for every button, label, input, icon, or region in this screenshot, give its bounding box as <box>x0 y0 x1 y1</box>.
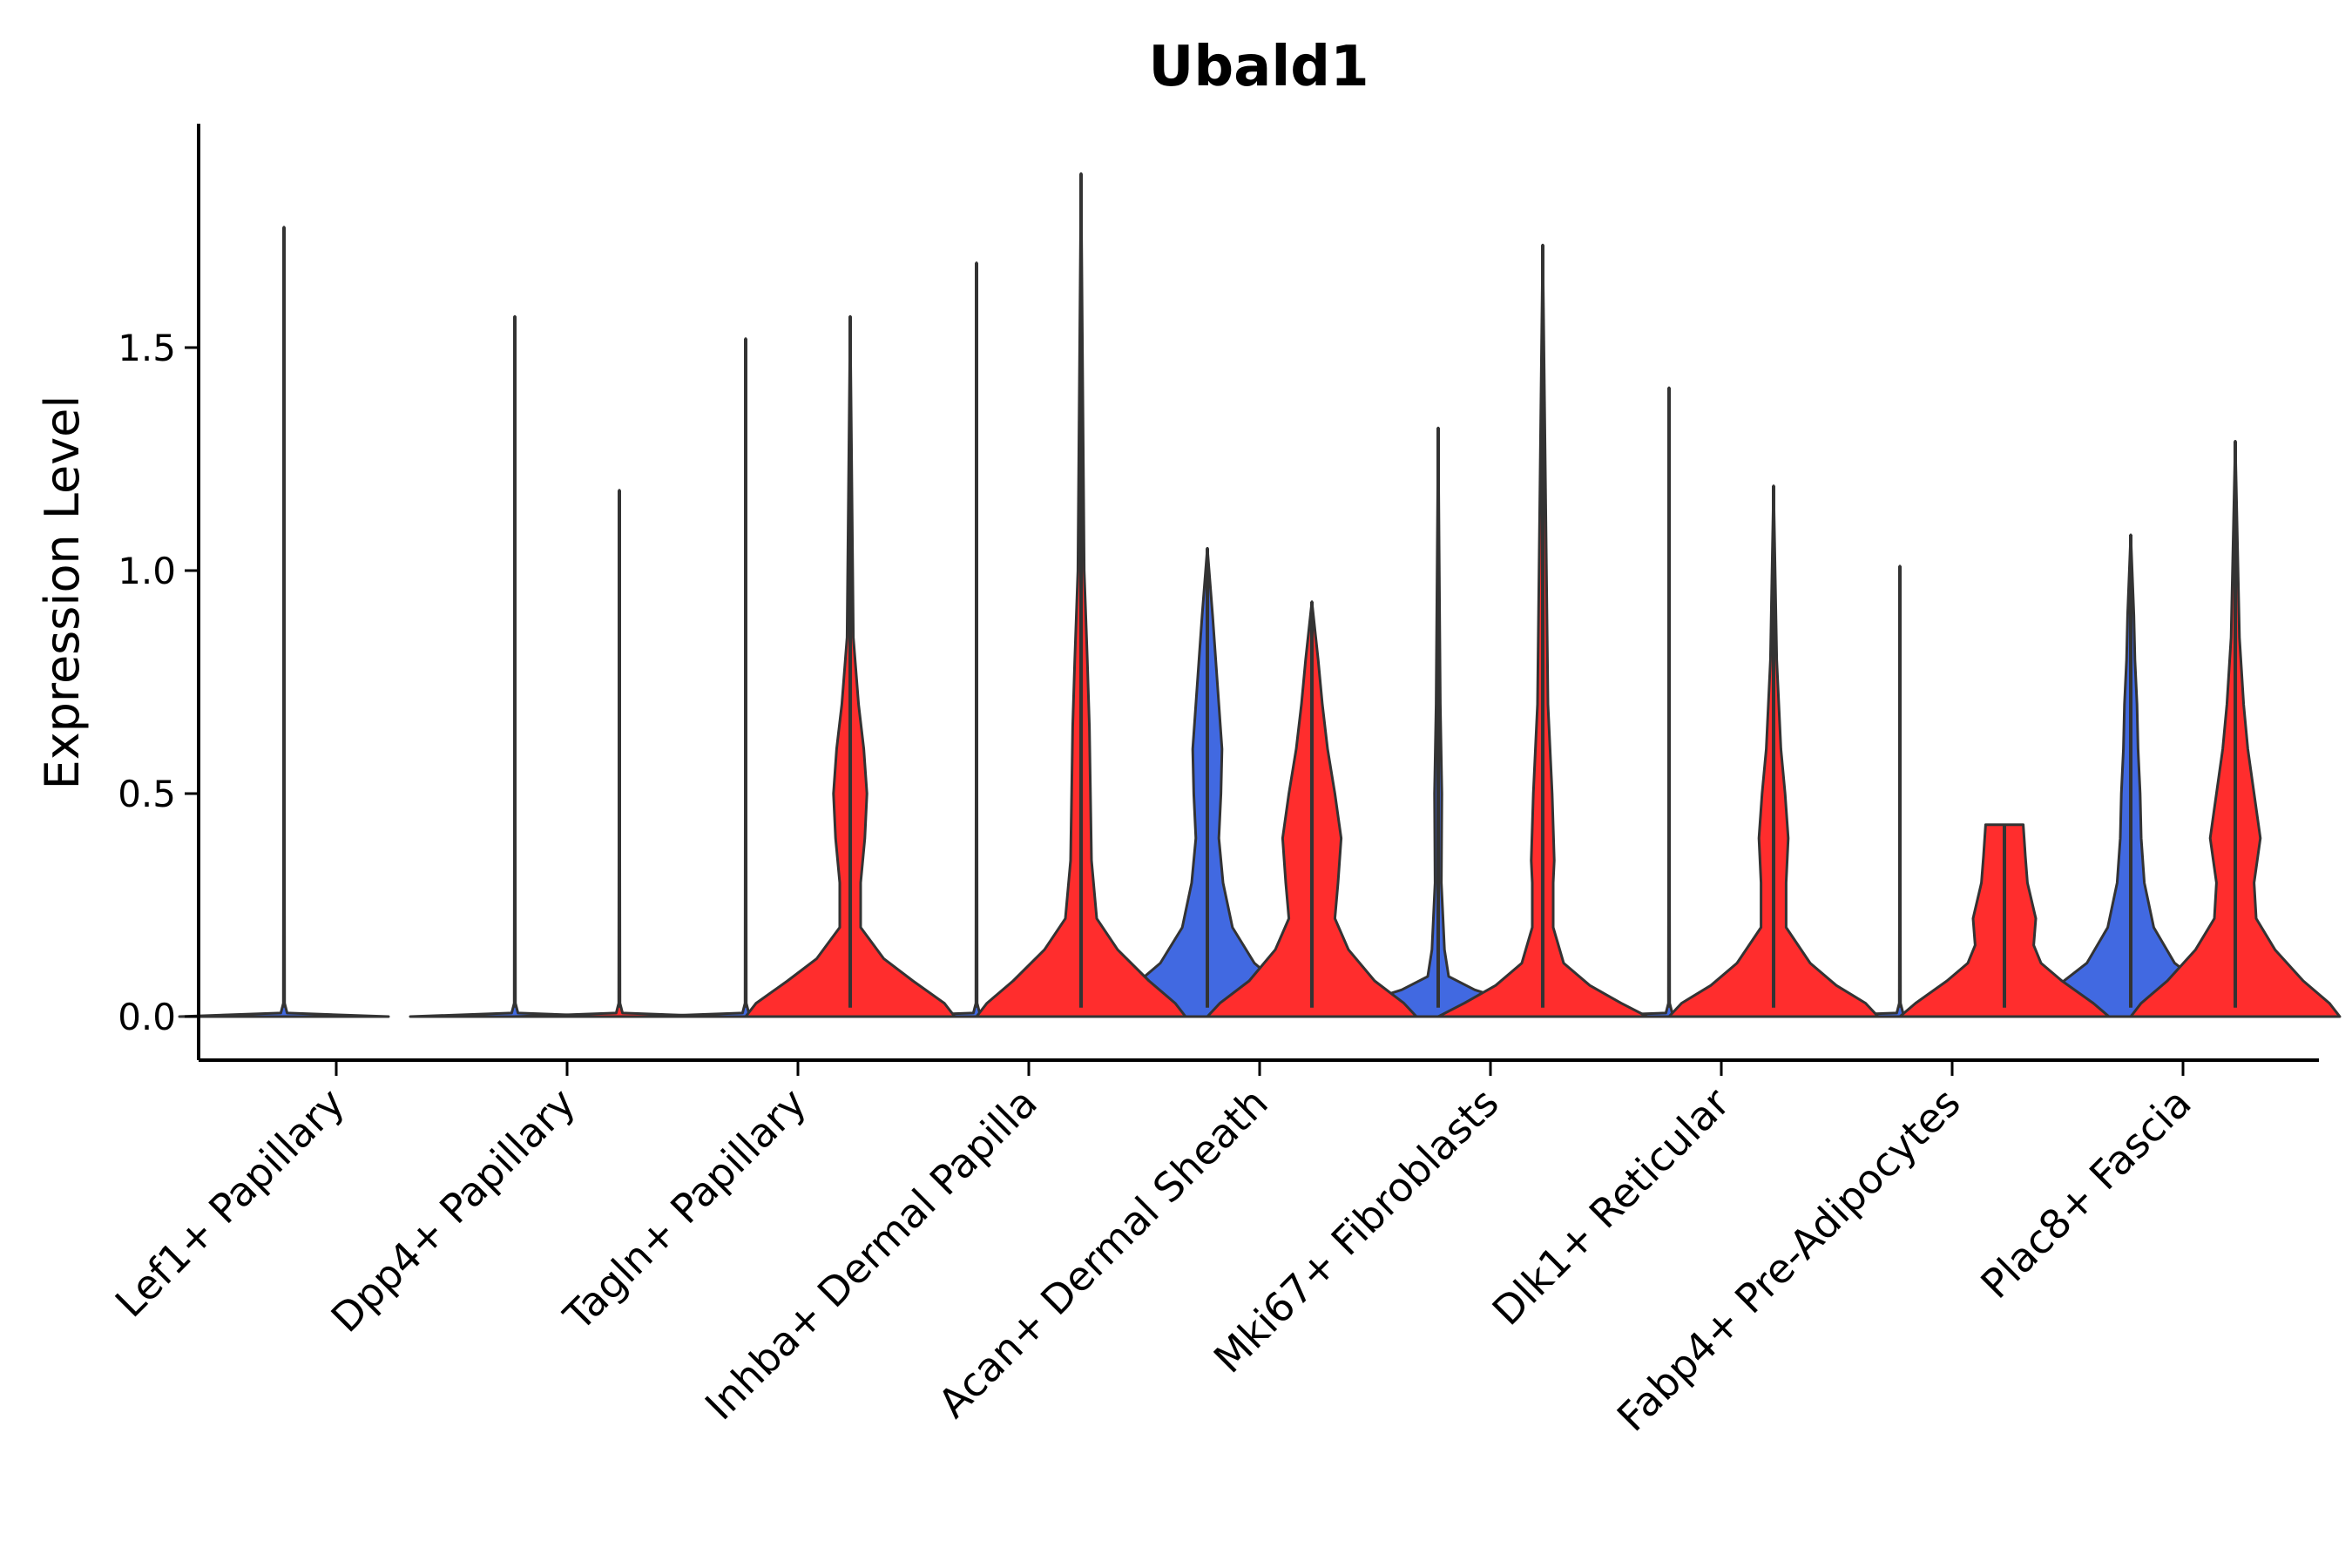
chart-title: Ubald1 <box>1148 35 1369 99</box>
y-tick-label: 1.5 <box>118 327 176 369</box>
x-tick-label: Lef1+ Papillary <box>106 1079 354 1327</box>
x-tick-label: Plac8+ Fascia <box>1971 1079 2200 1308</box>
y-tick-label: 1.0 <box>118 550 176 592</box>
violins-layer <box>178 172 2342 1018</box>
x-tick-label: Dpp4+ Papillary <box>322 1079 585 1342</box>
x-tick-label: Dlk1+ Reticular <box>1484 1079 1739 1335</box>
x-tick-label: Tagln+ Papillary <box>554 1079 815 1341</box>
y-tick-label: 0.0 <box>118 996 176 1038</box>
y-axis-label: Expression Level <box>35 395 90 790</box>
y-ticks: 0.0 0.5 1.0 1.5 <box>118 327 199 1038</box>
y-tick-label: 0.5 <box>118 773 176 815</box>
